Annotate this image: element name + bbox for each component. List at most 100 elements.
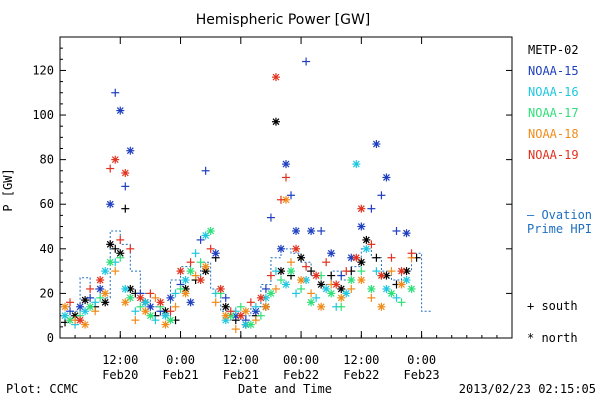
x-axis-label: Date and Time: [238, 382, 332, 396]
x-tick-label-date: Feb22: [343, 368, 379, 382]
x-axis: 12:00Feb200:00Feb2112:00Feb2100:00Feb221…: [59, 37, 513, 382]
legend: METP-02 NOAA-15 NOAA-16 NOAA-17 NOAA-18 NOAA-…: [527, 43, 592, 345]
data-point-noaa-19: [156, 298, 165, 307]
data-point-noaa-19: [136, 293, 145, 302]
data-point-noaa-19: [236, 311, 245, 320]
data-point-noaa-17: [126, 293, 135, 302]
data-point-noaa-19: [266, 271, 275, 280]
data-point-noaa-15: [166, 293, 175, 302]
data-point-noaa-17: [246, 320, 255, 329]
data-point-noaa-18: [131, 316, 140, 325]
data-point-noaa-16: [362, 244, 371, 253]
data-point-noaa-17: [86, 302, 95, 311]
data-point-metp-02: [101, 298, 110, 307]
data-point-noaa-18: [91, 307, 100, 316]
plot-frame: [59, 36, 513, 339]
data-point-noaa-17: [196, 258, 205, 267]
data-point-noaa-16: [251, 302, 260, 311]
data-point-noaa-17: [387, 289, 396, 298]
data-point-noaa-15: [357, 222, 366, 231]
legend-noaa-15: NOAA-15: [528, 64, 579, 78]
data-point-noaa-18: [81, 320, 90, 329]
data-point-metp-02: [116, 249, 125, 258]
ovation-hpi-line: [60, 230, 432, 321]
x-tick-label-date: Feb21: [223, 368, 259, 382]
data-point-noaa-18: [151, 293, 160, 302]
data-point-noaa-18: [161, 320, 170, 329]
data-point-noaa-15: [327, 249, 336, 258]
data-point-noaa-16: [312, 293, 321, 302]
x-tick-label-date: Feb20: [102, 368, 138, 382]
data-point-noaa-15: [186, 298, 195, 307]
data-point-noaa-18: [397, 280, 406, 289]
data-point-noaa-18: [121, 298, 130, 307]
data-point-noaa-15: [196, 235, 205, 244]
data-point-noaa-18: [317, 302, 326, 311]
x-tick-label-date: Feb22: [283, 368, 319, 382]
data-point-noaa-15: [221, 293, 230, 302]
data-point-noaa-18: [231, 325, 240, 334]
data-point-noaa-19: [282, 173, 290, 182]
x-tick-label-time: 12:00: [343, 353, 379, 367]
data-point-noaa-19: [302, 262, 311, 271]
legend-ovation-2: Prime HPI: [527, 222, 592, 236]
data-point-noaa-19: [322, 258, 331, 267]
data-point-noaa-18: [297, 276, 306, 285]
data-point-noaa-15: [372, 140, 381, 149]
data-point-noaa-19: [186, 258, 195, 267]
footer-plot-label: Plot: CCMC: [6, 382, 78, 396]
x-tick-label-time: 0:00: [407, 353, 436, 367]
data-point-noaa-17: [327, 289, 336, 298]
data-point-noaa-19: [146, 289, 155, 298]
data-point-noaa-16: [101, 267, 110, 276]
data-point-noaa-19: [166, 307, 175, 316]
data-point-metp-02: [81, 296, 90, 305]
legend-noaa-16: NOAA-16: [528, 85, 579, 99]
data-point-metp-02: [111, 244, 120, 253]
x-tick-label-time: 12:00: [102, 353, 138, 367]
x-tick-label-date: Feb21: [162, 368, 198, 382]
data-point-noaa-17: [276, 276, 285, 285]
data-point-noaa-16: [352, 160, 361, 169]
data-point-noaa-15: [276, 244, 285, 253]
data-point-noaa-18: [287, 258, 296, 267]
data-point-noaa-19: [86, 284, 95, 293]
legend-noaa-19: NOAA-19: [528, 148, 579, 162]
data-point-noaa-18: [221, 311, 230, 320]
data-point-noaa-19: [116, 235, 125, 244]
data-point-noaa-18: [141, 307, 150, 316]
data-point-noaa-15: [292, 226, 301, 235]
data-point-noaa-18: [191, 271, 200, 280]
data-point-noaa-19: [271, 73, 280, 82]
data-point-noaa-17: [116, 253, 125, 262]
data-point-noaa-15: [66, 307, 75, 316]
data-point-noaa-19: [246, 298, 255, 307]
data-point-noaa-19: [357, 204, 366, 213]
data-point-noaa-17: [347, 276, 356, 285]
data-point-noaa-17: [307, 298, 316, 307]
data-point-noaa-17: [176, 284, 185, 293]
data-point-metp-02: [221, 302, 230, 311]
data-point-noaa-15: [367, 204, 376, 213]
data-point-noaa-15: [402, 229, 411, 238]
data-point-noaa-19: [206, 244, 215, 253]
data-point-noaa-16: [91, 298, 100, 307]
data-point-noaa-19: [367, 240, 376, 249]
y-axis: 0 20 40 60 80 100 120: [32, 36, 512, 345]
data-point-noaa-19: [276, 195, 285, 204]
data-point-noaa-18: [201, 262, 210, 271]
data-point-metp-02: [402, 267, 411, 276]
data-point-noaa-16: [271, 267, 280, 276]
data-point-noaa-15: [337, 271, 346, 280]
legend-north: * north: [527, 331, 578, 345]
data-point-noaa-19: [312, 271, 321, 280]
y-tick-label: 60: [40, 197, 54, 211]
data-point-noaa-17: [96, 293, 105, 302]
data-point-metp-02: [327, 271, 336, 280]
x-tick-label-time: 12:00: [223, 353, 259, 367]
data-point-noaa-15: [201, 166, 210, 175]
data-point-noaa-16: [372, 267, 381, 276]
data-point-noaa-17: [337, 302, 346, 311]
data-point-noaa-19: [387, 253, 396, 262]
data-point-noaa-15: [266, 213, 275, 222]
